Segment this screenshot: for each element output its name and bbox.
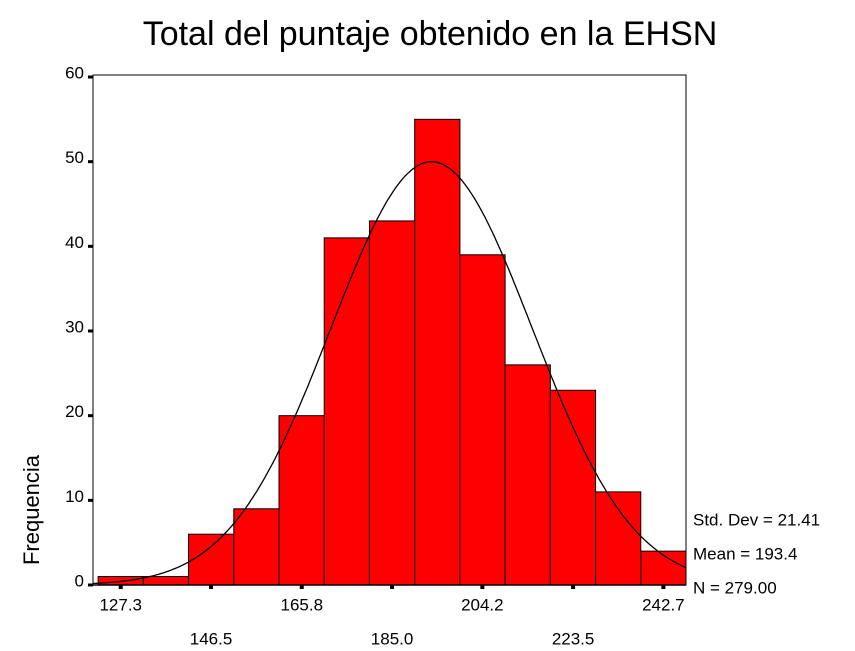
y-tick-label: 40 [65, 233, 84, 252]
bar [188, 533, 235, 586]
bar [142, 576, 190, 586]
chart-title: Total del puntaje obtenido en la EHSN [143, 15, 718, 53]
bar [414, 118, 461, 586]
y-axis-label: Frequencia [19, 454, 44, 565]
stat-annotation: N = 279.00 [693, 578, 777, 597]
y-tick-label: 60 [65, 63, 84, 82]
bar [278, 415, 325, 586]
bar [640, 550, 687, 586]
stat-annotation: Mean = 193.4 [693, 544, 797, 563]
x-tick-label: 127.3 [99, 595, 142, 614]
x-tick-label: 223.5 [552, 629, 595, 648]
x-tick-label: 165.8 [281, 595, 324, 614]
x-tick-label: 146.5 [190, 629, 233, 648]
bar [595, 491, 642, 586]
bar [233, 508, 280, 586]
y-tick-label: 30 [65, 317, 84, 336]
y-tick-label: 20 [65, 402, 84, 421]
y-tick-label: 50 [65, 148, 84, 167]
bar [459, 254, 506, 586]
x-tick-label: 242.7 [642, 595, 685, 614]
stat-annotation: Std. Dev = 21.41 [693, 510, 820, 529]
x-tick-label: 185.0 [371, 629, 414, 648]
bar [368, 220, 416, 586]
y-tick-label: 0 [75, 571, 84, 590]
bar [504, 364, 551, 586]
normal-curve [92, 161, 687, 585]
x-tick-label: 204.2 [461, 595, 504, 614]
y-tick-label: 10 [65, 487, 84, 506]
bar [323, 237, 370, 586]
bar [549, 389, 597, 586]
